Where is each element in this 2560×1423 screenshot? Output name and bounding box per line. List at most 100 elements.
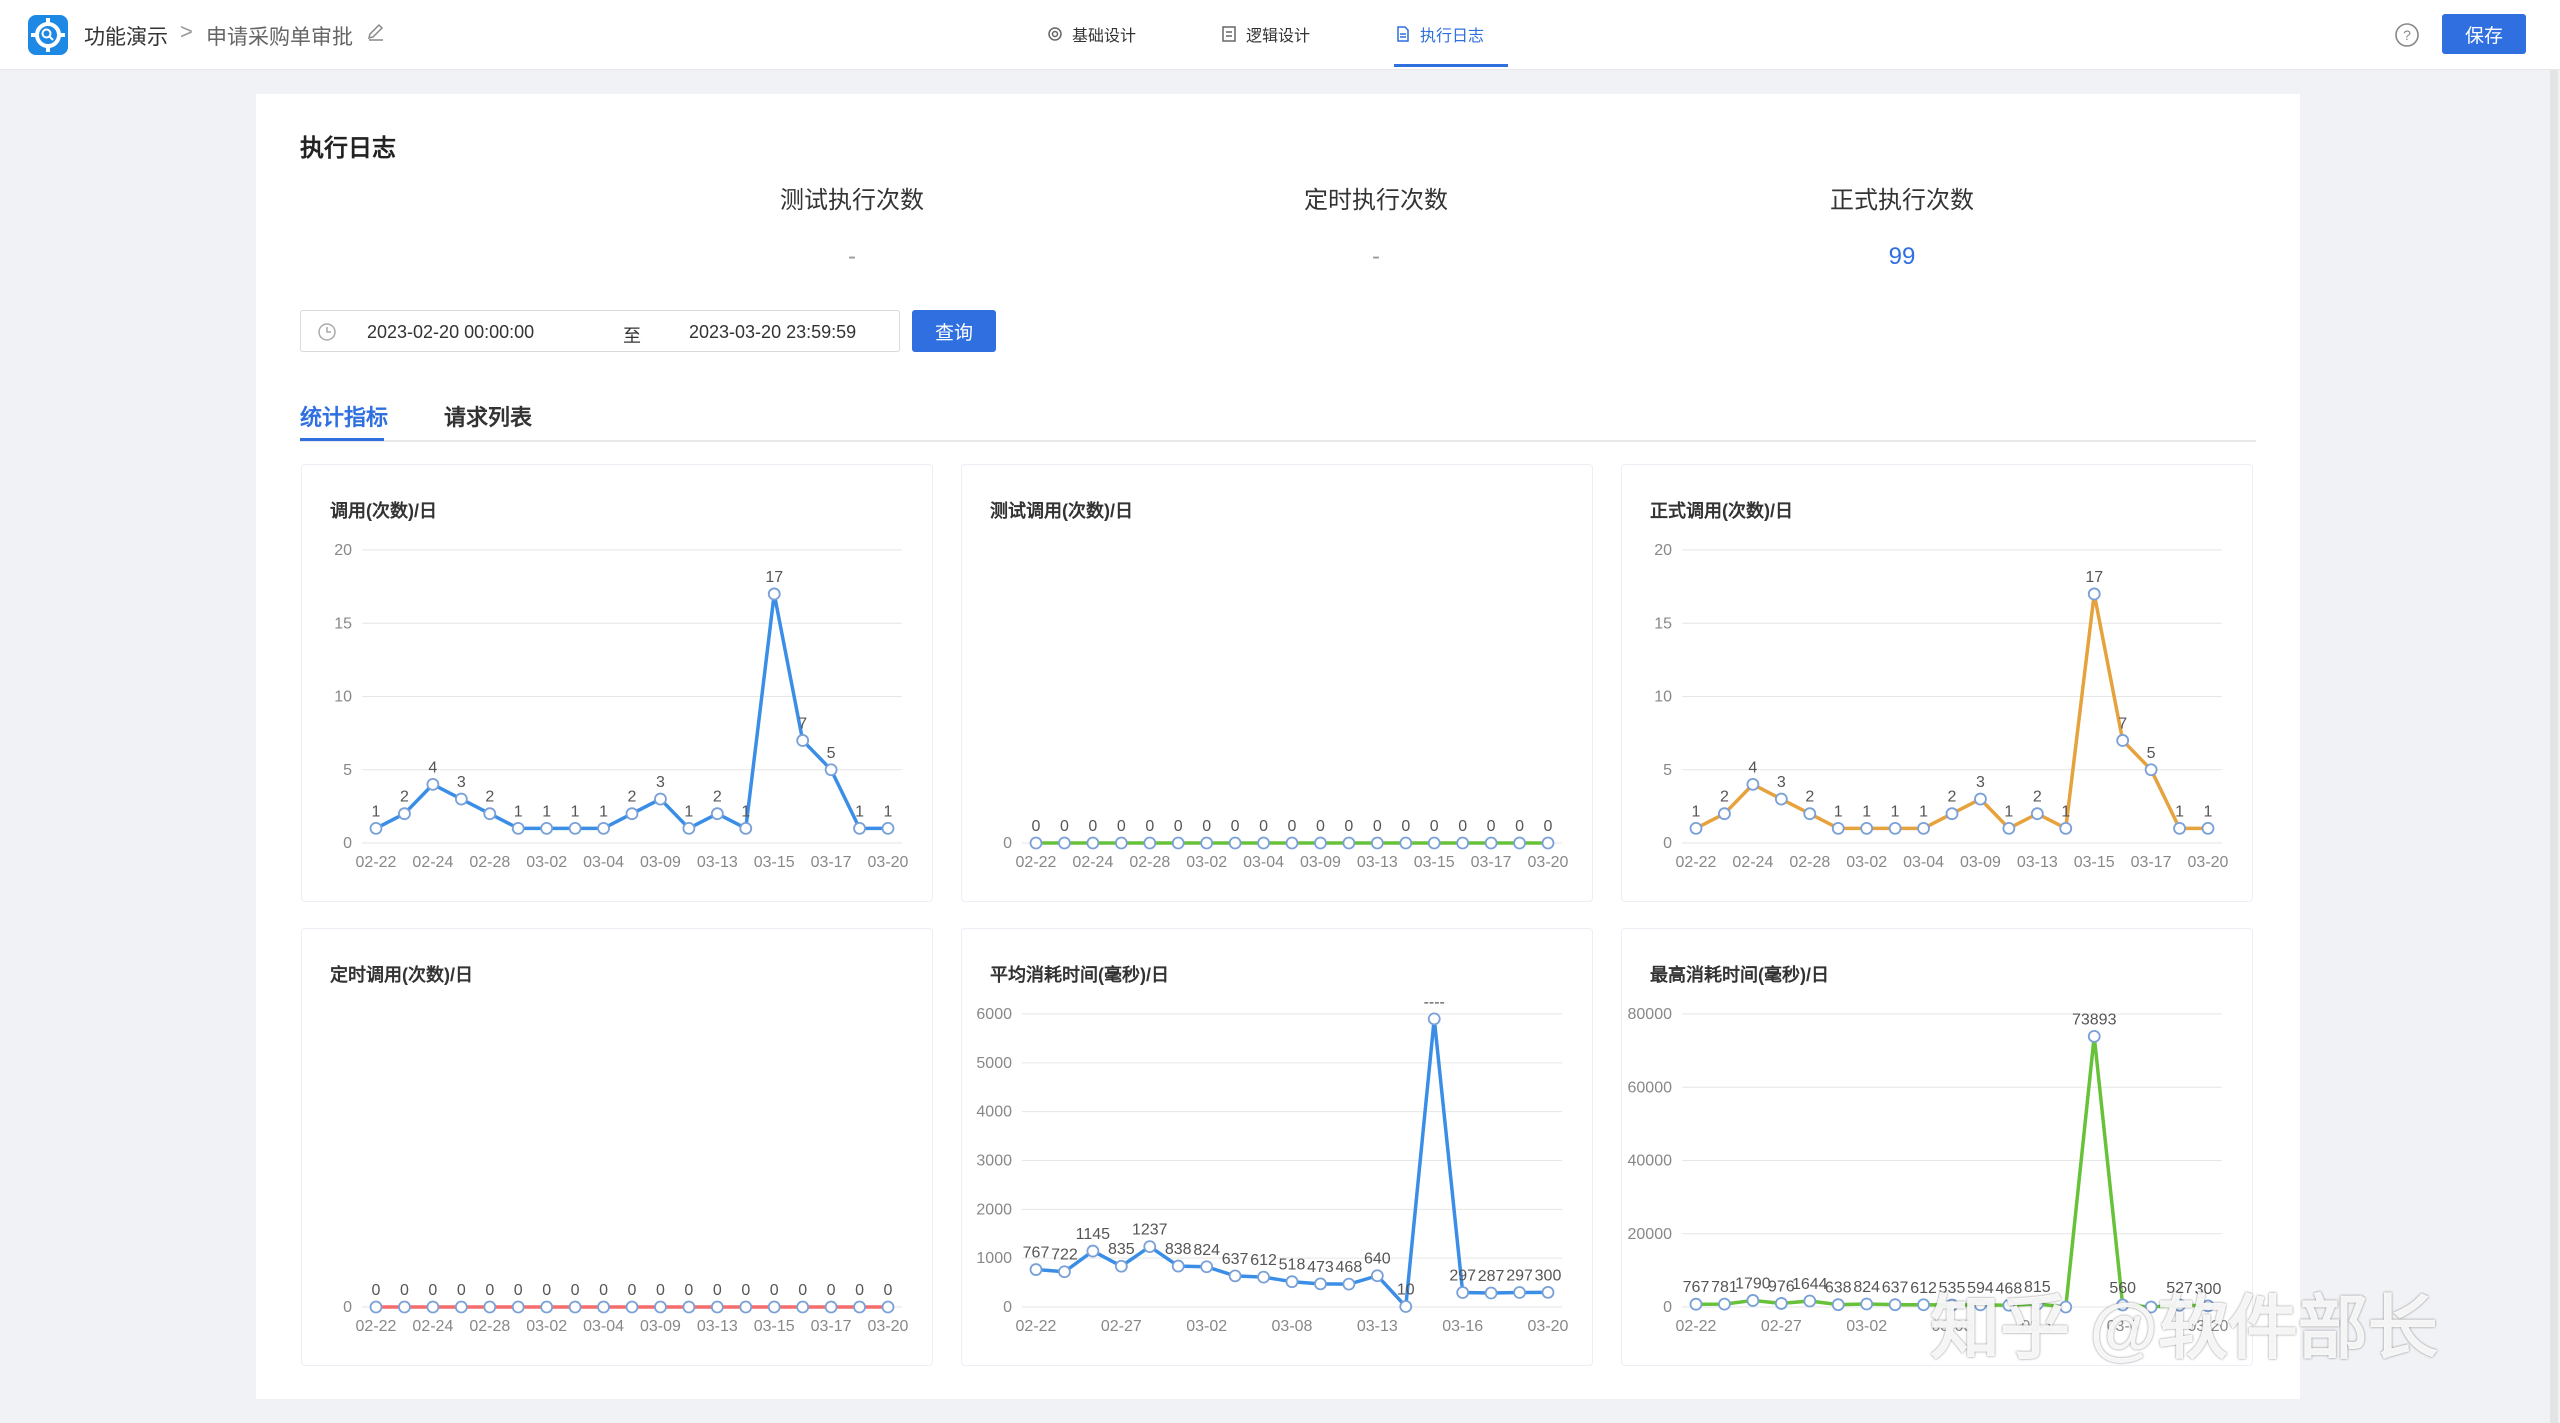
data-point — [1456, 836, 1470, 850]
data-point — [767, 587, 781, 601]
x-tick-label: 02-22 — [1016, 1318, 1057, 1335]
x-tick-label: 03-15 — [1414, 854, 1455, 871]
data-point — [2144, 1300, 2158, 1314]
panel-title: 执行日志 — [300, 135, 396, 162]
data-label: 1 — [1919, 803, 1928, 820]
x-tick-label: 03-13 — [1357, 854, 1398, 871]
data-point — [1831, 1298, 1845, 1312]
data-point — [1888, 1298, 1902, 1312]
data-label: 0 — [1458, 818, 1467, 835]
x-tick-label: 03-15 — [2074, 854, 2115, 871]
x-tick-label: 02-28 — [469, 1318, 510, 1335]
data-point — [1314, 1277, 1327, 1291]
data-point — [1774, 1297, 1788, 1310]
data-label: 1 — [542, 803, 551, 820]
x-tick-label: 03-20 — [868, 854, 909, 871]
data-point — [1370, 836, 1384, 850]
data-label: 1 — [741, 803, 750, 820]
tab-execution-log[interactable]: 执行日志 — [1394, 22, 1484, 46]
data-point — [1171, 1259, 1185, 1273]
stat-formal-value: 99 — [1888, 243, 1916, 270]
query-button[interactable]: 查询 — [912, 310, 996, 352]
data-label: 5 — [827, 745, 836, 762]
data-point — [881, 821, 895, 835]
data-label: 0 — [1088, 818, 1097, 835]
data-label: 976 — [1768, 1278, 1795, 1295]
page-scrollbar[interactable] — [2550, 70, 2558, 1423]
data-point — [1803, 1294, 1817, 1308]
x-tick-label: 03-15 — [754, 1318, 795, 1335]
data-point — [1171, 836, 1185, 850]
date-end-input[interactable]: 2023-03-20 23:59:59 — [689, 322, 857, 342]
data-label: 518 — [1279, 1257, 1306, 1274]
data-point — [1285, 836, 1299, 850]
data-point — [1427, 1012, 1441, 1026]
data-label: 527 — [2166, 1280, 2193, 1297]
data-point — [1513, 1286, 1526, 1299]
data-label: 594 — [1967, 1280, 1994, 1297]
data-label: 17 — [765, 569, 783, 586]
data-label: 297 — [1449, 1267, 1476, 1284]
data-point — [1456, 1286, 1470, 1299]
data-label: 612 — [1910, 1280, 1937, 1297]
data-label: 0 — [1515, 818, 1524, 835]
tab-logic-design[interactable]: 逻辑设计 — [1220, 22, 1310, 46]
y-tick-label: 3000 — [976, 1153, 1012, 1170]
stat-test-value: - — [848, 243, 856, 270]
y-tick-label: 15 — [1654, 615, 1672, 632]
save-button[interactable]: 保存 — [2442, 14, 2526, 54]
date-range-picker[interactable]: 2023-02-20 00:00:00 至 2023-03-20 23:59:5… — [300, 310, 900, 352]
data-label: 17 — [2085, 569, 2103, 586]
data-point — [1314, 836, 1327, 850]
edit-icon[interactable] — [366, 22, 386, 47]
data-label: 2 — [1948, 789, 1957, 806]
data-label: 7 — [2118, 715, 2127, 732]
y-tick-label: 15 — [334, 615, 352, 632]
data-point — [1484, 1286, 1498, 1300]
data-label: 0 — [1288, 818, 1297, 835]
x-tick-label: 03-1 — [2021, 1318, 2053, 1335]
data-label: 612 — [1250, 1252, 1277, 1269]
breadcrumb-app[interactable]: 功能演示 — [84, 26, 168, 49]
x-tick-label: 03-13 — [697, 854, 738, 871]
data-point — [454, 792, 468, 806]
data-label: 0 — [1060, 818, 1069, 835]
data-label: 7 — [798, 715, 807, 732]
breadcrumb-separator-icon: > — [180, 19, 193, 44]
subtab-request-list[interactable]: 请求列表 — [444, 405, 533, 430]
chart-title: 调用(次数)/日 — [330, 501, 437, 521]
data-label: 1 — [372, 803, 381, 820]
app-logo-icon[interactable] — [28, 15, 68, 55]
chart-title: 正式调用(次数)/日 — [1650, 501, 1793, 521]
sub-tabs: 统计指标 请求列表 — [300, 394, 2256, 442]
data-point — [2087, 1029, 2101, 1043]
y-tick-label: 20 — [334, 542, 352, 559]
data-point — [568, 821, 582, 835]
data-point — [568, 1300, 582, 1314]
watermark-text: 知乎 @软件部长 — [1930, 1289, 2438, 1367]
subtab-statistics[interactable]: 统计指标 — [300, 405, 389, 430]
help-icon[interactable]: ? — [2394, 22, 2420, 53]
data-point — [1945, 1298, 1959, 1312]
y-tick-label: 1000 — [976, 1250, 1012, 1267]
x-tick-label: 02-22 — [1016, 854, 1057, 871]
chart-card-avg-time: 平均消耗时间(毫秒)/日 0 1000 2000 3000 4000 5000 6000 02… — [961, 928, 1593, 1366]
data-label: 3 — [1976, 774, 1985, 791]
tab-basic-design[interactable]: 基础设计 — [1046, 22, 1136, 46]
data-point — [1029, 1263, 1043, 1276]
data-point — [426, 777, 440, 791]
x-tick-label: 03-20 — [1528, 1318, 1569, 1335]
stat-scheduled-value: - — [1372, 243, 1380, 270]
data-label: 824 — [1193, 1242, 1220, 1259]
data-label: 1 — [1834, 803, 1843, 820]
y-tick-label: 80000 — [1628, 1006, 1673, 1023]
chart-title: 平均消耗时间(毫秒)/日 — [990, 965, 1169, 985]
x-tick-label: 02-28 — [1789, 854, 1830, 871]
data-label: 73893 — [2072, 1011, 2117, 1028]
x-tick-label: 02-22 — [356, 854, 397, 871]
data-point — [1399, 1300, 1413, 1313]
x-tick-label: 03-04 — [583, 854, 624, 871]
x-tick-label: 03-20 — [2188, 1318, 2229, 1335]
date-start-input[interactable]: 2023-02-20 00:00:00 — [367, 322, 535, 342]
x-tick-label: 03-02 — [526, 854, 567, 871]
